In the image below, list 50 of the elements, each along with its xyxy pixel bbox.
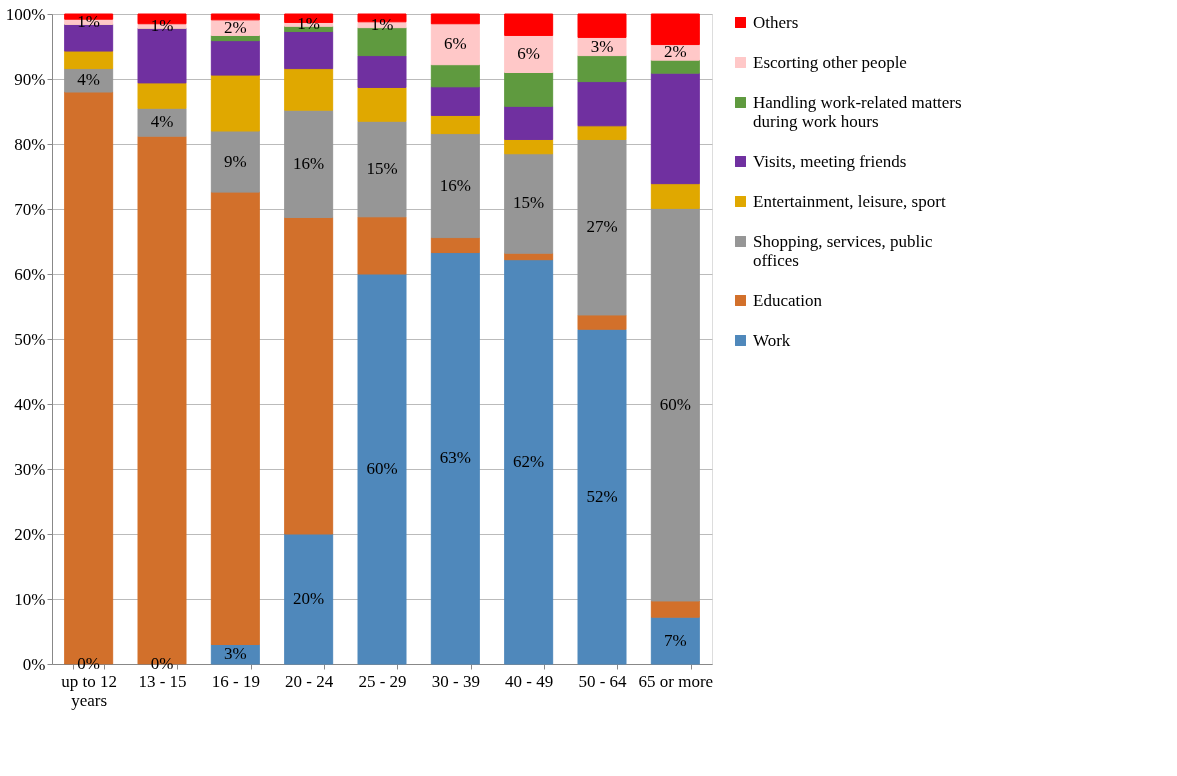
data-label: 63% (439, 448, 471, 468)
data-label: 15% (513, 193, 545, 213)
data-label: 6% (517, 43, 540, 63)
x-tick-label: 16 - 19 (211, 671, 260, 691)
legend-label: Shopping, services, public offices (753, 231, 933, 270)
y-tick-label: 20% (14, 524, 46, 544)
data-label: 4% (77, 70, 100, 90)
data-label: 60% (366, 459, 398, 478)
x-tick-label: 40 - 49 (505, 671, 554, 691)
data-label: 16% (439, 175, 471, 195)
y-tick-label: 60% (14, 264, 46, 284)
data-label: 6% (444, 34, 467, 54)
y-tick-label: 50% (14, 329, 46, 349)
data-label: 1% (297, 14, 320, 34)
data-label: 20% (293, 589, 325, 608)
x-tick-label: 25 - 29 (358, 671, 407, 691)
y-tick-label: 30% (14, 459, 46, 479)
data-label: 2% (664, 42, 687, 62)
legend-label: Escorting other people (753, 52, 907, 72)
x-tick-label: 13 - 15 (138, 671, 187, 691)
data-label: 3% (224, 644, 247, 664)
data-label: 62% (513, 451, 545, 471)
y-tick-label: 40% (14, 394, 46, 414)
data-label: 27% (586, 217, 618, 237)
y-tick-label: 10% (14, 589, 46, 609)
legend-label: Visits, meeting friends (753, 151, 907, 171)
x-tick-label: 20 - 24 (285, 671, 334, 691)
legend-label: Work (753, 330, 791, 350)
data-label: 4% (150, 112, 174, 132)
y-tick-label: 0% (22, 654, 46, 674)
data-label: 15% (366, 159, 398, 179)
data-label: 7% (664, 630, 687, 650)
data-label: 3% (590, 36, 614, 56)
data-label: 2% (224, 17, 247, 37)
legend-label: Handling work-related matters during work hours (753, 92, 962, 131)
y-tick-label: 100% (5, 4, 46, 24)
data-label: 52% (586, 486, 618, 506)
data-label: 60% (659, 394, 691, 414)
data-label: 9% (224, 151, 247, 171)
x-tick-label: up to 12 years (61, 671, 118, 710)
data-label: 16% (293, 153, 325, 173)
x-tick-label: 30 - 39 (431, 671, 480, 691)
y-tick-label: 90% (14, 69, 46, 89)
legend-label: Education (753, 290, 823, 310)
x-tick-label: 65 or more (638, 671, 714, 691)
y-tick-label: 80% (14, 134, 46, 154)
legend-label: Entertainment, leisure, sport (753, 191, 946, 211)
x-tick-label: 50 - 64 (578, 671, 628, 691)
y-tick-label: 70% (14, 199, 46, 219)
legend-label: Others (753, 12, 799, 32)
